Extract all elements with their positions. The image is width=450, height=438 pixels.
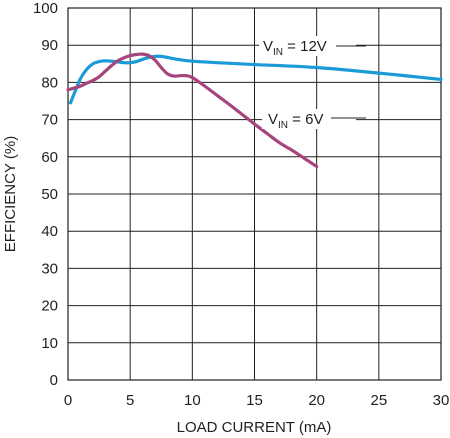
y-tick-label: 10 (41, 335, 58, 352)
x-tick-label: 10 (184, 392, 201, 409)
series-line-vin-12v (68, 54, 443, 105)
y-tick-label: 60 (41, 149, 58, 166)
x-tick-label: 0 (64, 392, 72, 409)
grid (68, 8, 441, 380)
y-tick-label: 50 (41, 186, 58, 203)
y-tick-label: 90 (41, 37, 58, 54)
y-tick-label: 100 (33, 0, 58, 17)
x-axis-title: LOAD CURRENT (mA) (177, 419, 332, 436)
y-tick-label: 0 (50, 372, 58, 389)
series-line-vin-6v (66, 52, 319, 169)
x-tick-label: 30 (433, 392, 450, 409)
x-tick-label: 25 (370, 392, 387, 409)
x-tick-label: 5 (126, 392, 134, 409)
y-tick-label: 80 (41, 74, 58, 91)
y-tick-label: 40 (41, 223, 58, 240)
x-tick-label: 20 (308, 392, 325, 409)
plot-frame (67, 7, 442, 381)
series-lines (66, 52, 443, 169)
y-tick-label: 20 (41, 298, 58, 315)
y-tick-label: 70 (41, 112, 58, 129)
series-labels: VIN = 12V VIN = 6V (259, 36, 366, 131)
label-backdrop (259, 36, 356, 56)
label-backdrop (262, 109, 356, 129)
y-axis-title: EFFICIENCY (%) (2, 136, 19, 252)
y-tick-label: 30 (41, 260, 58, 277)
x-tick-label: 15 (246, 392, 263, 409)
tick-labels: 0 5 10 15 20 25 30 0 10 20 30 40 50 60 70 80 90 100 (33, 0, 449, 409)
series-label: VIN = 6V (268, 111, 323, 131)
series-label: VIN = 12V (263, 38, 327, 58)
